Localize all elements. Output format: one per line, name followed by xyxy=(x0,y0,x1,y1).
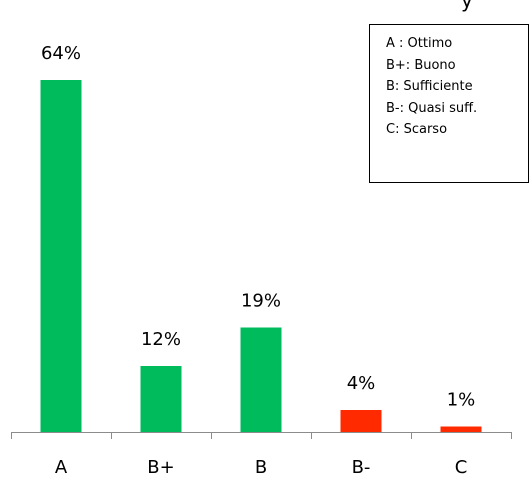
category-label-c: C xyxy=(455,457,468,478)
bar-b-plus xyxy=(140,366,182,432)
legend-list: A : Ottimo B+: Buono B: Sufficiente B-: … xyxy=(370,25,528,141)
legend-entry-c: C: Scarso xyxy=(386,122,448,137)
value-labels-group: 64% 12% 19% 4% 1% xyxy=(41,43,475,411)
category-label-b: B xyxy=(255,457,267,478)
bar-b xyxy=(240,327,282,432)
value-label-b-plus: 12% xyxy=(141,329,181,350)
legend-entry-b-plus: B+: Buono xyxy=(386,57,456,73)
value-label-b: 19% xyxy=(241,291,281,312)
value-label-c: 1% xyxy=(447,390,476,411)
category-label-b-plus: B+ xyxy=(147,457,174,478)
category-label-b-minus: B- xyxy=(352,457,371,478)
value-label-b-minus: 4% xyxy=(347,373,376,394)
legend-box: A : Ottimo B+: Buono B: Sufficiente B-: … xyxy=(369,24,529,183)
x-axis xyxy=(11,432,512,439)
category-labels-group: A B+ B B- C xyxy=(55,457,467,478)
category-label-a: A xyxy=(55,457,68,478)
bar-a xyxy=(40,80,82,432)
cut-off-title-fragment: y xyxy=(461,0,473,12)
bars-group xyxy=(40,80,482,432)
value-label-a: 64% xyxy=(41,43,81,64)
legend-entry-b: B: Sufficiente xyxy=(386,79,473,94)
bar-b-minus xyxy=(340,410,382,432)
legend-entry-b-minus: B-: Quasi suff. xyxy=(386,100,478,116)
bar-c xyxy=(440,426,482,432)
legend-entry-a: A : Ottimo xyxy=(386,36,453,51)
